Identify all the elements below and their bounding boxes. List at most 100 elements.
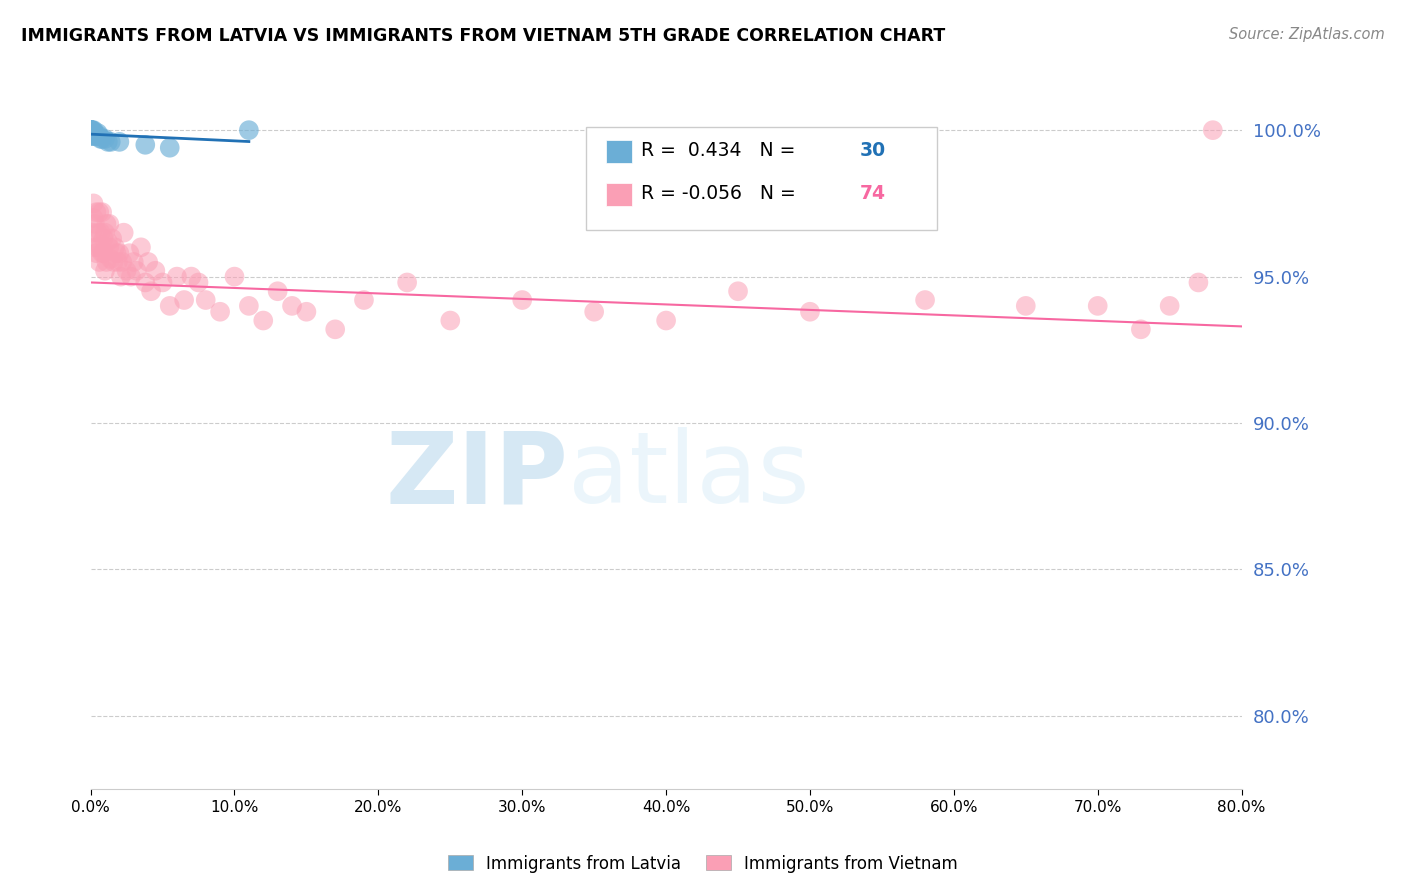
Point (86, 205, 108, 219)
Point (152, 276, 174, 290)
Point (93, 246, 115, 260)
Point (111, 255, 134, 269)
Point (108, 246, 131, 260)
Point (80, 126, 103, 140)
Point (159, 141, 181, 155)
Point (89, 205, 111, 219)
Point (129, 240, 152, 254)
Point (87, 240, 110, 254)
Point (266, 285, 288, 299)
Point (79, 123, 101, 137)
Point (79, 123, 101, 137)
Point (173, 293, 195, 307)
Point (112, 226, 135, 240)
Point (80, 128, 103, 143)
Point (79, 123, 101, 137)
FancyBboxPatch shape (606, 183, 631, 205)
Point (1159, 299, 1181, 313)
Point (120, 269, 142, 284)
Point (134, 137, 156, 152)
Point (136, 255, 159, 269)
Point (396, 276, 419, 290)
Point (84, 217, 107, 231)
Point (94, 226, 117, 240)
Point (115, 264, 138, 278)
Point (143, 264, 166, 278)
Point (101, 231, 124, 245)
Point (108, 135, 131, 149)
Point (86, 246, 108, 260)
Point (79, 123, 101, 137)
Point (86, 128, 108, 143)
Point (79, 123, 101, 137)
Point (84, 240, 107, 254)
Point (281, 299, 304, 313)
Point (1087, 299, 1109, 313)
Point (100, 135, 122, 149)
Text: Source: ZipAtlas.com: Source: ZipAtlas.com (1229, 27, 1385, 42)
Text: ZIP: ZIP (385, 427, 568, 524)
Point (238, 299, 260, 313)
Point (159, 299, 181, 313)
Point (82, 126, 104, 140)
Point (82, 123, 104, 137)
Point (79, 123, 101, 137)
Point (914, 293, 936, 307)
Point (91, 205, 114, 219)
Point (118, 246, 141, 260)
Point (100, 252, 122, 266)
Point (97, 135, 120, 149)
Point (79, 126, 101, 140)
Point (96, 217, 118, 231)
Point (90, 226, 112, 240)
Text: R =  0.434   N =: R = 0.434 N = (641, 141, 801, 161)
Point (1129, 322, 1152, 336)
Point (93, 231, 115, 245)
Text: R = -0.056   N =: R = -0.056 N = (641, 184, 801, 203)
Point (91, 132, 114, 146)
Point (84, 126, 107, 140)
Point (194, 293, 217, 307)
Point (79, 126, 101, 140)
Point (103, 255, 125, 269)
Point (180, 269, 202, 284)
Point (87, 226, 110, 240)
Legend: Immigrants from Latvia, Immigrants from Vietnam: Immigrants from Latvia, Immigrants from … (441, 848, 965, 880)
Point (90, 240, 112, 254)
Point (87, 126, 110, 140)
Point (94, 264, 117, 278)
Point (295, 304, 318, 318)
Point (323, 322, 346, 336)
Point (224, 269, 246, 284)
Point (583, 304, 606, 318)
Point (252, 313, 274, 327)
Point (89, 128, 111, 143)
Point (80, 123, 103, 137)
Point (209, 304, 232, 318)
Point (94, 132, 117, 146)
Point (125, 264, 148, 278)
Point (79, 128, 101, 143)
Point (82, 211, 104, 225)
Point (655, 313, 678, 327)
Point (98, 217, 121, 231)
FancyBboxPatch shape (606, 140, 631, 163)
Point (84, 128, 107, 143)
Point (107, 255, 129, 269)
Point (110, 269, 132, 284)
Point (1015, 299, 1038, 313)
Point (80, 226, 103, 240)
Point (1187, 276, 1209, 290)
Point (97, 235, 120, 249)
Point (439, 313, 461, 327)
Point (122, 255, 145, 269)
Point (134, 276, 156, 290)
Text: 30: 30 (859, 141, 886, 161)
Point (96, 255, 118, 269)
Point (799, 304, 821, 318)
Point (98, 240, 121, 254)
Point (187, 276, 209, 290)
Point (104, 240, 127, 254)
Point (510, 293, 533, 307)
Point (89, 255, 111, 269)
